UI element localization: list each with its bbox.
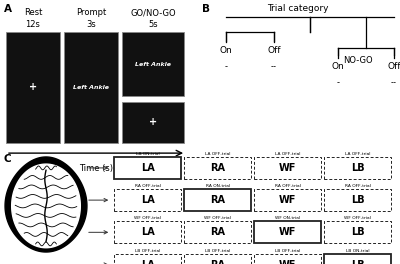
Text: On: On: [332, 62, 344, 71]
Text: WF: WF: [279, 195, 296, 205]
Text: 5s: 5s: [148, 20, 158, 29]
Bar: [114, 157, 181, 179]
Text: -: -: [336, 78, 340, 87]
Text: Off: Off: [267, 46, 281, 55]
Bar: [324, 254, 391, 264]
Bar: [324, 221, 391, 243]
Text: WF OFF-trial: WF OFF-trial: [204, 216, 231, 220]
Text: Time (s): Time (s): [79, 164, 113, 173]
Text: WF OFF-trial: WF OFF-trial: [344, 216, 371, 220]
Text: LB OFF-trial: LB OFF-trial: [275, 249, 300, 253]
Text: WF: WF: [279, 260, 296, 264]
Text: LA: LA: [141, 195, 154, 205]
Text: --: --: [271, 62, 277, 71]
Bar: [6, 32, 60, 143]
Text: WF: WF: [279, 163, 296, 173]
Bar: [324, 189, 391, 211]
Text: RA: RA: [210, 260, 225, 264]
Bar: [114, 221, 181, 243]
Text: WF ON-trial: WF ON-trial: [275, 216, 300, 220]
Bar: [122, 32, 184, 96]
Polygon shape: [12, 164, 80, 248]
Text: Rest: Rest: [24, 8, 42, 17]
Bar: [254, 221, 321, 243]
Text: LB: LB: [351, 260, 364, 264]
Text: 3s: 3s: [86, 20, 96, 29]
Bar: [114, 189, 181, 211]
Bar: [184, 189, 251, 211]
Text: RA: RA: [210, 227, 225, 237]
Text: WF: WF: [279, 227, 296, 237]
Text: LA OFF-trial: LA OFF-trial: [205, 152, 230, 156]
Bar: [184, 157, 251, 179]
Text: Prompt: Prompt: [76, 8, 106, 17]
Bar: [184, 221, 251, 243]
Text: C: C: [4, 154, 12, 164]
Bar: [184, 254, 251, 264]
Text: GO/NO-GO: GO/NO-GO: [130, 8, 176, 17]
Text: RA OFF-trial: RA OFF-trial: [345, 184, 370, 188]
Text: On: On: [220, 46, 232, 55]
Text: LA: LA: [141, 227, 154, 237]
Text: Off: Off: [387, 62, 400, 71]
Bar: [114, 254, 181, 264]
Bar: [254, 157, 321, 179]
Text: +: +: [149, 117, 157, 127]
Text: LB: LB: [351, 163, 364, 173]
Text: B: B: [202, 4, 210, 14]
Text: RA: RA: [210, 195, 225, 205]
Text: WF OFF-trial: WF OFF-trial: [134, 216, 161, 220]
Bar: [64, 32, 118, 143]
Polygon shape: [5, 157, 87, 252]
Bar: [324, 157, 391, 179]
Text: 12s: 12s: [26, 20, 40, 29]
Text: NO-GO: NO-GO: [343, 56, 373, 65]
Text: RA ON-trial: RA ON-trial: [206, 184, 230, 188]
Text: +: +: [29, 82, 37, 92]
Text: LA ON-trial: LA ON-trial: [136, 152, 160, 156]
Text: A: A: [4, 4, 12, 14]
Text: LA: LA: [141, 260, 154, 264]
Text: Left Ankle: Left Ankle: [73, 85, 109, 89]
Text: LB: LB: [351, 195, 364, 205]
Text: --: --: [391, 78, 397, 87]
Text: LA OFF-trial: LA OFF-trial: [345, 152, 370, 156]
Bar: [122, 102, 184, 143]
Bar: [254, 254, 321, 264]
Text: LB ON-trial: LB ON-trial: [346, 249, 370, 253]
Text: LB OFF-trial: LB OFF-trial: [205, 249, 230, 253]
Bar: [254, 189, 321, 211]
Text: LA OFF-trial: LA OFF-trial: [275, 152, 300, 156]
Text: RA: RA: [210, 163, 225, 173]
Text: Trial category: Trial category: [267, 4, 329, 13]
Text: RA OFF-trial: RA OFF-trial: [275, 184, 300, 188]
Text: RA OFF-trial: RA OFF-trial: [135, 184, 160, 188]
Text: -: -: [224, 62, 228, 71]
Text: Left Ankle: Left Ankle: [135, 62, 171, 67]
Text: LB: LB: [351, 227, 364, 237]
Text: LA: LA: [141, 163, 154, 173]
Text: LB OFF-trial: LB OFF-trial: [135, 249, 160, 253]
